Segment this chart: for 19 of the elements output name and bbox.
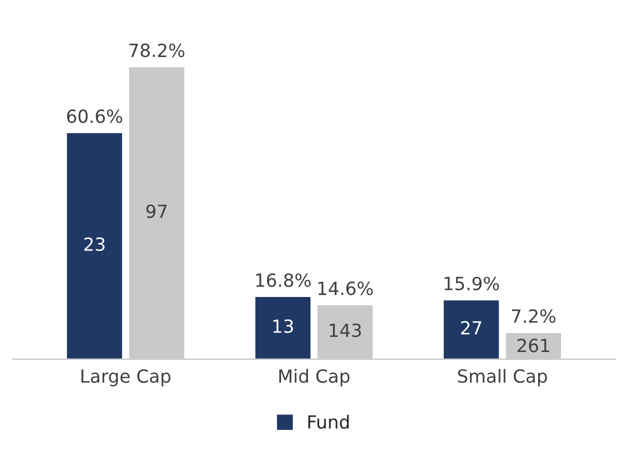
data-label: 78.2% bbox=[129, 44, 184, 58]
bar bbox=[254, 296, 312, 360]
data-label: 60.6% bbox=[67, 109, 122, 124]
annotation: 23 bbox=[84, 237, 105, 252]
data-label: 15.9% bbox=[444, 276, 499, 290]
data-label: 14.6% bbox=[318, 282, 373, 296]
bar bbox=[66, 132, 124, 360]
x-tick-label: Mid Cap bbox=[279, 368, 350, 386]
data-label: 7.2% bbox=[512, 309, 556, 323]
annotation: 13 bbox=[273, 319, 293, 334]
x-tick-label: Large Cap bbox=[82, 369, 170, 386]
annotation: 27 bbox=[461, 321, 482, 334]
x-tick-label: Small Cap bbox=[458, 368, 547, 386]
annotation: 261 bbox=[518, 338, 550, 352]
bar bbox=[442, 299, 500, 360]
data-label: 16.8% bbox=[256, 273, 311, 287]
annotation: 143 bbox=[330, 323, 361, 338]
annotation: 97 bbox=[146, 204, 167, 218]
legend-label: Fund bbox=[308, 414, 349, 429]
